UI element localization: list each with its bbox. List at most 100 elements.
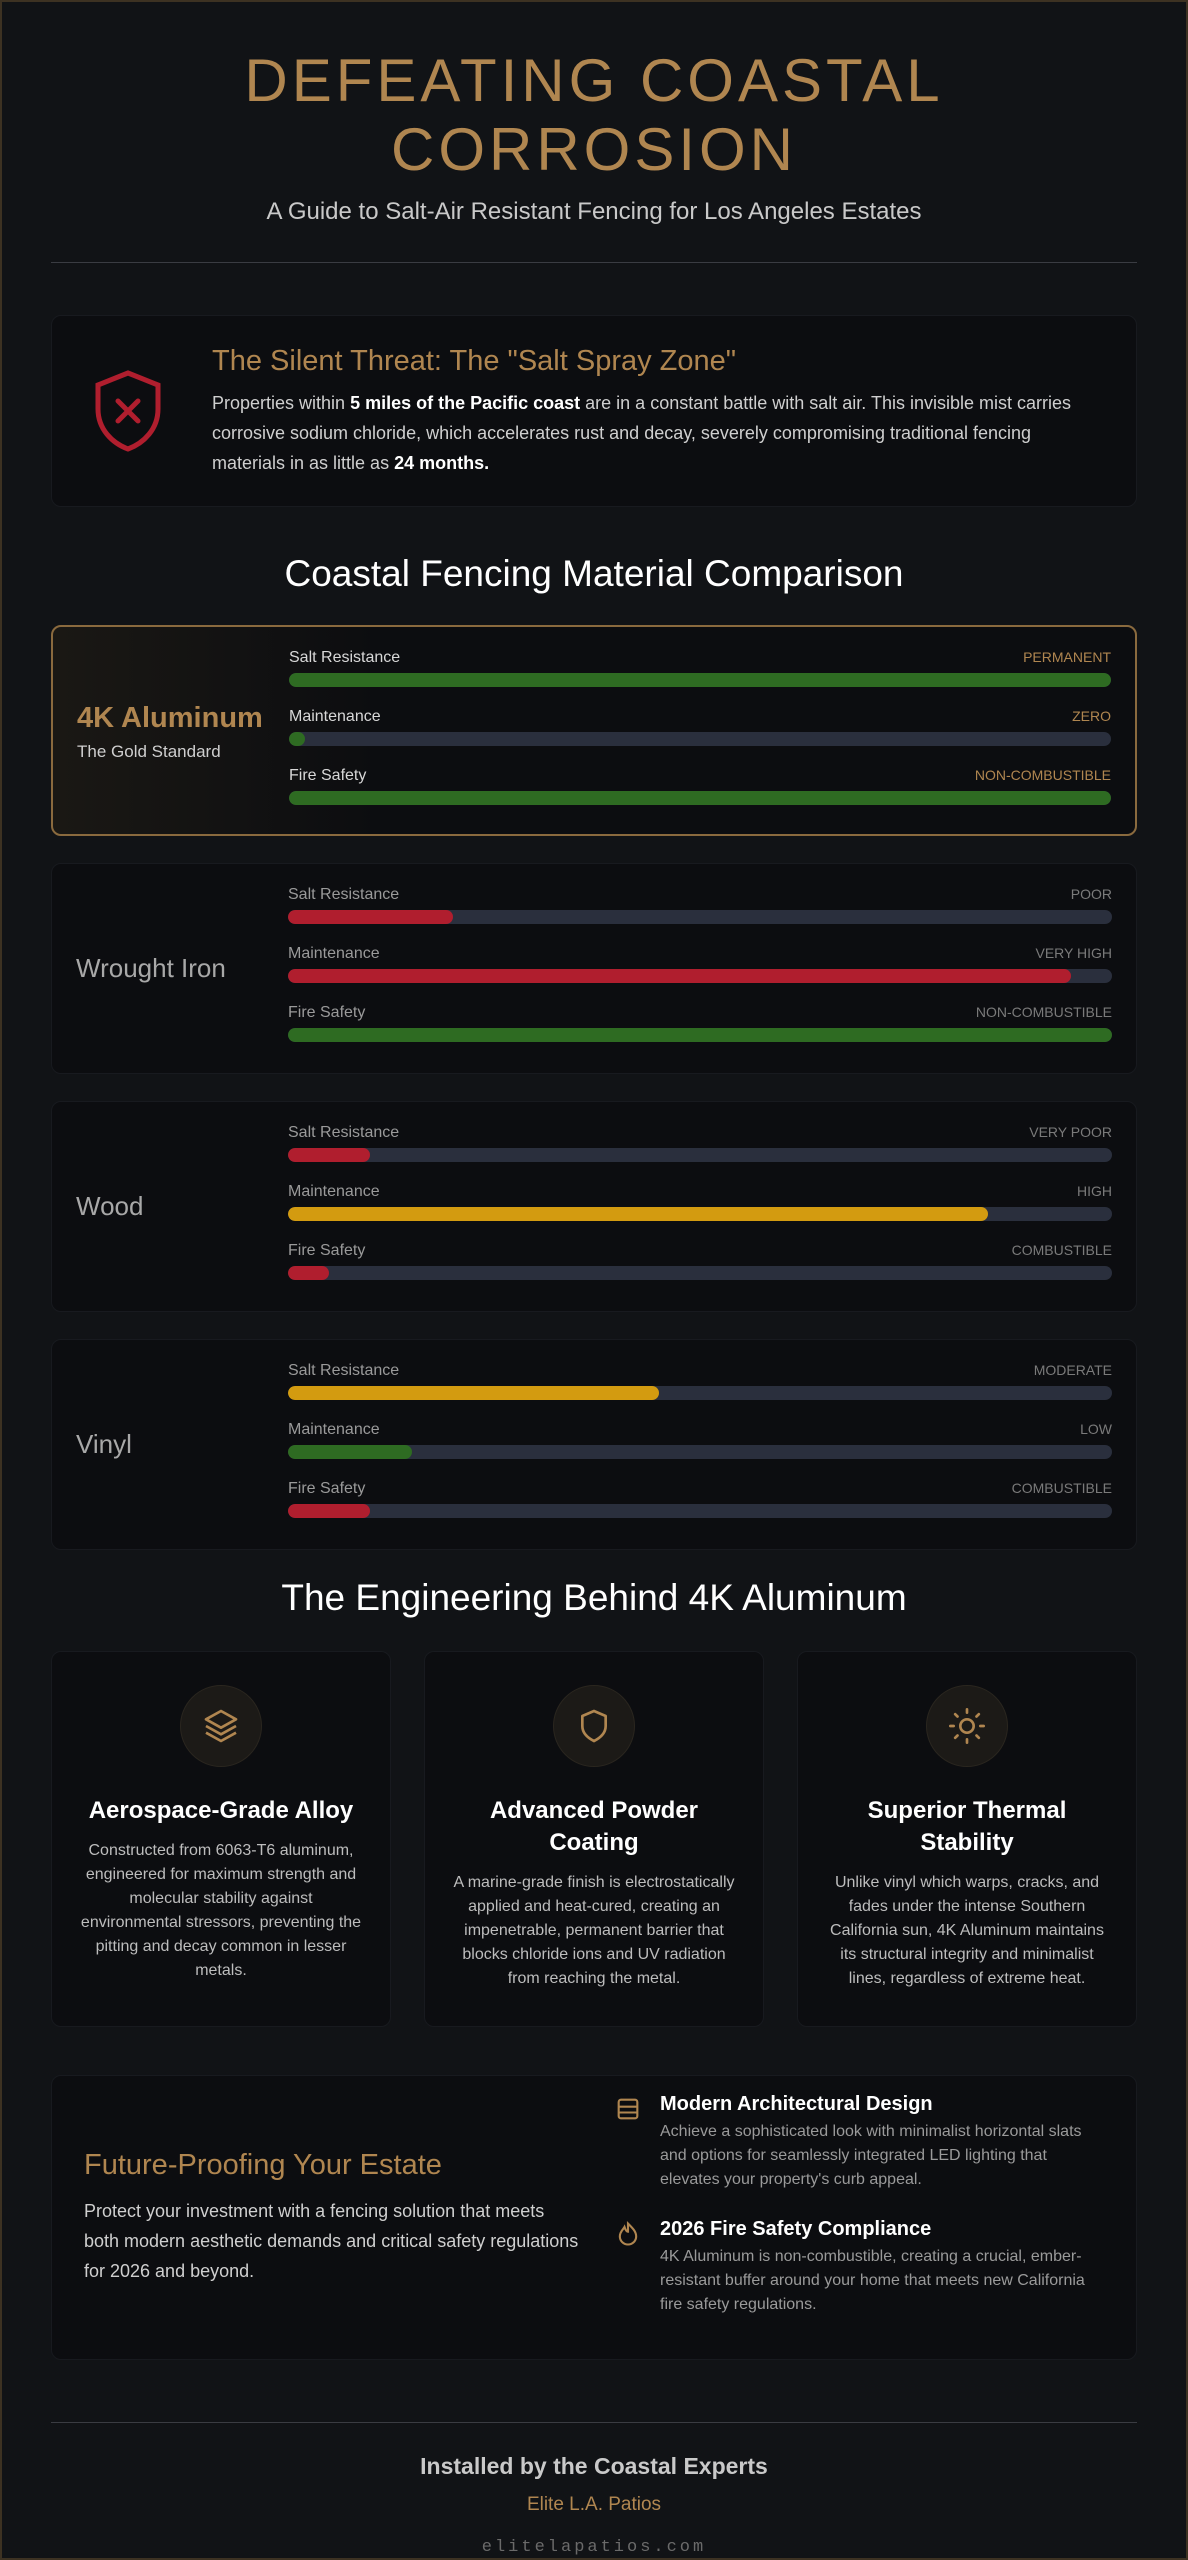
bar-track bbox=[289, 791, 1111, 805]
section-title: The Engineering Behind 4K Aluminum bbox=[281, 1577, 907, 1618]
feature-card: Advanced Powder Coating A marine-grade fi… bbox=[424, 1651, 764, 2027]
material-card: 4K Aluminum The Gold Standard Salt Resista… bbox=[51, 625, 1137, 836]
feature-card: Aerospace-Grade Alloy Constructed from 60… bbox=[51, 1651, 391, 2027]
metric-head: Salt Resistance POOR bbox=[288, 886, 1112, 910]
metric-rating: LOW bbox=[1080, 1421, 1112, 1437]
future-item: 2026 Fire Safety Compliance 4K Aluminum i… bbox=[614, 2218, 1104, 2317]
material-card: Wood Salt Resistance VERY POOR Maintenance H… bbox=[51, 1101, 1137, 1312]
material-card: Wrought Iron Salt Resistance POOR Maintenan… bbox=[51, 863, 1137, 1074]
shield-icon bbox=[95, 370, 161, 452]
item-text: 4K Aluminum is non-combustible, creating… bbox=[660, 2247, 1085, 2313]
metric-row: Fire Safety COMBUSTIBLE bbox=[288, 1480, 1112, 1539]
material-info: Wrought Iron bbox=[76, 886, 288, 1073]
footer: Installed by the Coastal Experts Elite L… bbox=[51, 2422, 1137, 2557]
icon bbox=[180, 1685, 262, 1767]
metric-row: Salt Resistance MODERATE bbox=[288, 1362, 1112, 1421]
bar-track bbox=[288, 910, 1112, 924]
text-bold: 24 months. bbox=[394, 452, 490, 473]
metric-label: Salt Resistance bbox=[288, 886, 400, 903]
metric-row: Maintenance LOW bbox=[288, 1421, 1112, 1480]
metric-row: Maintenance VERY HIGH bbox=[288, 945, 1112, 1004]
bar-fill bbox=[289, 673, 1111, 687]
metric-rating: COMBUSTIBLE bbox=[1011, 1480, 1112, 1496]
metric-rating: VERY POOR bbox=[1029, 1124, 1112, 1140]
footer-heading: Installed by the Coastal Experts bbox=[420, 2453, 768, 2479]
metric-label: Maintenance bbox=[289, 708, 381, 725]
bar-fill bbox=[288, 1207, 989, 1221]
material-name: Wood bbox=[76, 1191, 144, 1221]
feature-card: Superior Thermal Stability Unlike vinyl w… bbox=[797, 1651, 1137, 2027]
metric-label: Fire Safety bbox=[288, 1242, 366, 1259]
metric-head: Maintenance LOW bbox=[288, 1421, 1112, 1445]
bar-fill bbox=[288, 1386, 659, 1400]
metric-head: Fire Safety NON-COMBUSTIBLE bbox=[288, 1004, 1112, 1028]
material-name: Vinyl bbox=[76, 1429, 132, 1459]
bar-track bbox=[288, 1504, 1112, 1518]
text: Properties within bbox=[212, 392, 351, 413]
bar-fill bbox=[289, 732, 306, 746]
metric-row: Maintenance ZERO bbox=[289, 708, 1111, 767]
divider bbox=[51, 262, 1137, 263]
bar-track bbox=[289, 673, 1111, 687]
metric-row: Fire Safety COMBUSTIBLE bbox=[288, 1242, 1112, 1301]
material-name: 4K Aluminum bbox=[77, 701, 263, 734]
metric-rating: PERMANENT bbox=[1023, 649, 1111, 665]
future-card: Future-Proofing Your Estate Protect your … bbox=[51, 2075, 1137, 2360]
feature-title: Superior Thermal Stability bbox=[867, 1797, 1067, 1856]
metrics: Salt Resistance PERMANENT Maintenance ZERO F… bbox=[289, 649, 1111, 834]
bar-track bbox=[288, 1148, 1112, 1162]
metric-label: Maintenance bbox=[288, 1183, 380, 1200]
bar-track bbox=[288, 969, 1112, 983]
title: DEFEATING COASTAL CORROSION bbox=[244, 47, 944, 183]
bar-track bbox=[289, 732, 1111, 746]
materials: 4K Aluminum The Gold Standard Salt Resista… bbox=[51, 625, 1137, 1550]
material-card: Vinyl Salt Resistance MODERATE Maintenance L… bbox=[51, 1339, 1137, 1550]
subtitle: A Guide to Salt-Air Resistant Fencing fo… bbox=[266, 198, 922, 225]
threat-card: The Silent Threat: The "Salt Spray Zone"… bbox=[51, 315, 1137, 507]
text-bold: 5 miles of the Pacific coast bbox=[350, 392, 581, 413]
features: Aerospace-Grade Alloy Constructed from 60… bbox=[51, 1651, 1137, 2027]
bar-fill bbox=[289, 791, 1111, 805]
metric-row: Salt Resistance VERY POOR bbox=[288, 1124, 1112, 1183]
item-title: 2026 Fire Safety Compliance bbox=[660, 2217, 932, 2240]
metric-row: Fire Safety NON-COMBUSTIBLE bbox=[289, 767, 1111, 826]
metric-row: Salt Resistance POOR bbox=[288, 886, 1112, 945]
metrics: Salt Resistance VERY POOR Maintenance HIGH F… bbox=[288, 1124, 1112, 1311]
metric-head: Maintenance ZERO bbox=[289, 708, 1111, 732]
metric-head: Fire Safety COMBUSTIBLE bbox=[288, 1480, 1112, 1504]
metric-rating: ZERO bbox=[1072, 708, 1111, 724]
metric-head: Fire Safety COMBUSTIBLE bbox=[288, 1242, 1112, 1266]
feature-text: Constructed from 6063-T6 aluminum, engin… bbox=[80, 1842, 362, 1979]
feature-title: Aerospace-Grade Alloy bbox=[88, 1797, 354, 1824]
metric-label: Salt Resistance bbox=[288, 1124, 400, 1141]
item-title: Modern Architectural Design bbox=[660, 2092, 933, 2115]
metrics: Salt Resistance POOR Maintenance VERY HIGH F… bbox=[288, 886, 1112, 1073]
metric-head: Salt Resistance PERMANENT bbox=[289, 649, 1111, 673]
metric-rating: NON-COMBUSTIBLE bbox=[975, 1004, 1112, 1020]
bar-fill bbox=[288, 1028, 1112, 1042]
future-item: Modern Architectural Design Achieve a sop… bbox=[614, 2093, 1104, 2192]
feature-title: Advanced Powder Coating bbox=[489, 1797, 699, 1856]
metric-row: Fire Safety NON-COMBUSTIBLE bbox=[288, 1004, 1112, 1063]
material-name: Wrought Iron bbox=[76, 953, 226, 983]
metric-rating: COMBUSTIBLE bbox=[1011, 1242, 1112, 1258]
future-text: Protect your investment with a fencing s… bbox=[84, 2201, 579, 2281]
section-title: Coastal Fencing Material Comparison bbox=[284, 553, 904, 594]
bar-fill bbox=[288, 1504, 371, 1518]
metric-rating: HIGH bbox=[1077, 1183, 1112, 1199]
feature-text: Unlike vinyl which warps, cracks, and fa… bbox=[830, 1874, 1104, 1987]
feature-text: A marine-grade finish is electrostatical… bbox=[453, 1874, 735, 1987]
threat-title: The Silent Threat: The "Salt Spray Zone" bbox=[212, 344, 737, 377]
metric-head: Salt Resistance MODERATE bbox=[288, 1362, 1112, 1386]
icon bbox=[926, 1685, 1008, 1767]
metric-head: Maintenance HIGH bbox=[288, 1183, 1112, 1207]
metric-rating: NON-COMBUSTIBLE bbox=[974, 767, 1111, 783]
bar-track bbox=[288, 1266, 1112, 1280]
material-info: Wood bbox=[76, 1124, 288, 1311]
bar-fill bbox=[288, 969, 1071, 983]
metric-rating: VERY HIGH bbox=[1035, 945, 1112, 961]
material-info: Vinyl bbox=[76, 1362, 288, 1549]
metric-label: Salt Resistance bbox=[288, 1362, 400, 1379]
metric-label: Fire Safety bbox=[289, 767, 367, 784]
